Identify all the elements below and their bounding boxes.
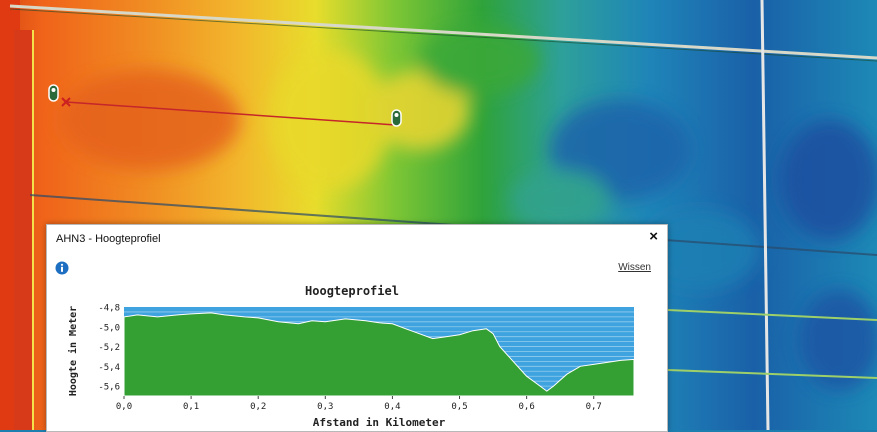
x-tick-label: 0,5 <box>451 402 467 412</box>
x-tick-label: 0,0 <box>116 402 132 412</box>
popup-title: AHN3 - Hoogteprofiel <box>56 233 161 245</box>
x-tick-label: 0,3 <box>317 402 333 412</box>
y-tick-label: -5,4 <box>98 363 120 373</box>
y-axis-label: Hoogte in Meter <box>67 306 79 396</box>
info-icon[interactable] <box>55 261 69 275</box>
location-marker-icon[interactable] <box>48 84 59 102</box>
x-tick-label: 0,1 <box>183 402 199 412</box>
clear-link[interactable]: Wissen <box>618 262 651 273</box>
y-tick-label: -4,8 <box>98 304 120 314</box>
elevation-area <box>123 312 635 397</box>
chart-title: Hoogteprofiel <box>305 284 399 298</box>
elevation-profile-popup: AHN3 - Hoogteprofiel × Wissen Hoogteprof… <box>46 224 668 432</box>
cross-icon <box>61 97 71 107</box>
x-tick-label: 0,6 <box>518 402 534 412</box>
y-tick-label: -5,2 <box>98 343 120 353</box>
x-tick-label: 0,4 <box>384 402 400 412</box>
y-tick-label: -5,6 <box>98 383 120 393</box>
x-tick-label: 0,2 <box>250 402 266 412</box>
y-tick-label: -5,0 <box>98 323 120 333</box>
x-tick-label: 0,7 <box>586 402 602 412</box>
x-axis-label: Afstand in Kilometer <box>313 416 446 429</box>
location-marker-icon[interactable] <box>391 109 402 127</box>
close-button[interactable]: × <box>649 228 658 245</box>
elevation-chart: Hoogteprofiel -4,8 -5,0 -5,2 -5,4 -5,6 0,0 0,… <box>67 284 635 429</box>
